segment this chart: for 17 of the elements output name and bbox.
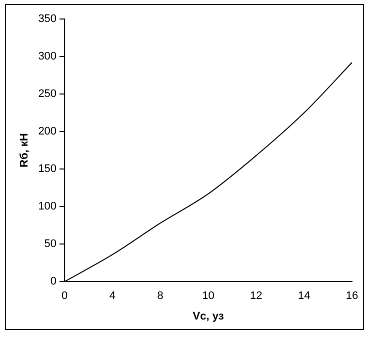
y-tick-label: 300 [38,50,57,63]
x-tick-label: 12 [250,290,262,302]
y-tick-label: 350 [38,13,57,26]
y-tick-label: 200 [38,126,57,138]
y-tick-label: 100 [38,200,57,213]
x-tick-label: 14 [298,290,310,302]
x-tick-label: 8 [157,290,164,302]
x-axis-title: Vc, уз [192,310,224,322]
x-tick-label: 10 [202,290,214,302]
y-tick-label: 50 [44,238,57,250]
y-tick-label: 250 [38,88,57,100]
x-tick-label: 4 [109,290,116,302]
x-tick-label: 16 [346,290,358,302]
y-tick-label: 150 [38,163,57,176]
y-axis-title: Rб, кН [18,133,31,168]
y-tick-label: 0 [50,276,57,288]
x-tick-label: 0 [61,290,68,302]
